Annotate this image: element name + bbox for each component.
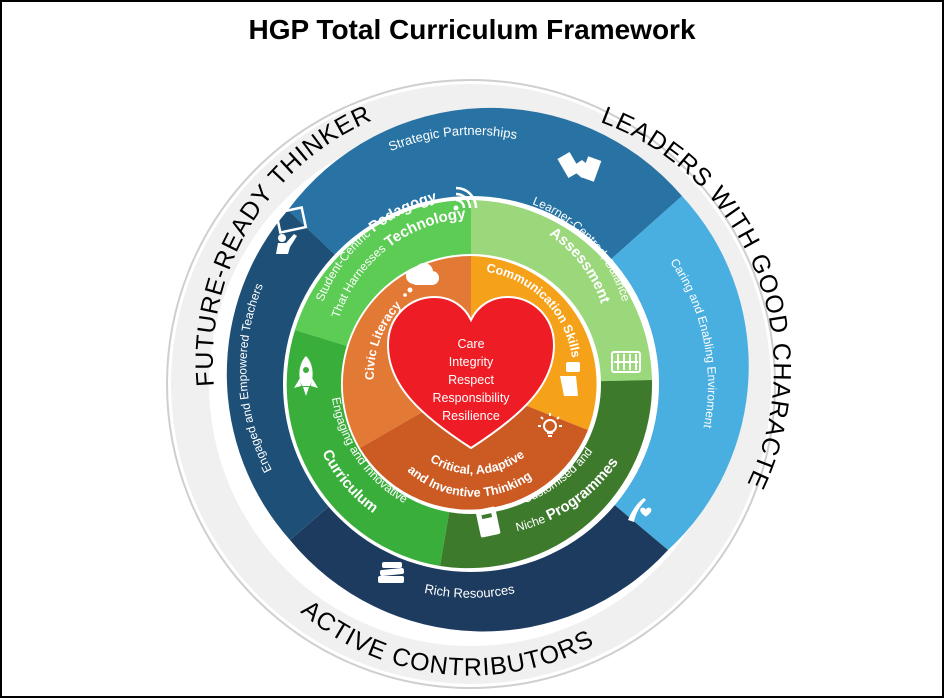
book-icon: [475, 506, 501, 538]
value-care: Care: [457, 337, 484, 351]
books-stack-icon: [378, 562, 405, 583]
value-responsibility: Responsibility: [432, 391, 510, 405]
cloud-thought-icon: [403, 263, 439, 297]
value-respect: Respect: [448, 373, 494, 387]
wifi-icon: [453, 186, 478, 211]
support-label-resources: Rich Resources: [423, 581, 516, 601]
hand-speech-icon: [560, 362, 580, 396]
handshake-icon: [557, 151, 602, 182]
rocket-icon: [294, 356, 318, 396]
hand-heart-icon: [628, 498, 652, 522]
abacus-icon: [611, 351, 641, 373]
values-heart: [386, 295, 556, 450]
lightbulb-icon: [538, 413, 562, 437]
teacher-board-icon: [274, 206, 308, 254]
page-title: HGP Total Curriculum Framework: [248, 14, 696, 45]
value-integrity: Integrity: [449, 355, 494, 369]
value-resilience: Resilience: [442, 409, 500, 423]
heart-values: Care Integrity Respect Responsibility Re…: [432, 337, 510, 423]
